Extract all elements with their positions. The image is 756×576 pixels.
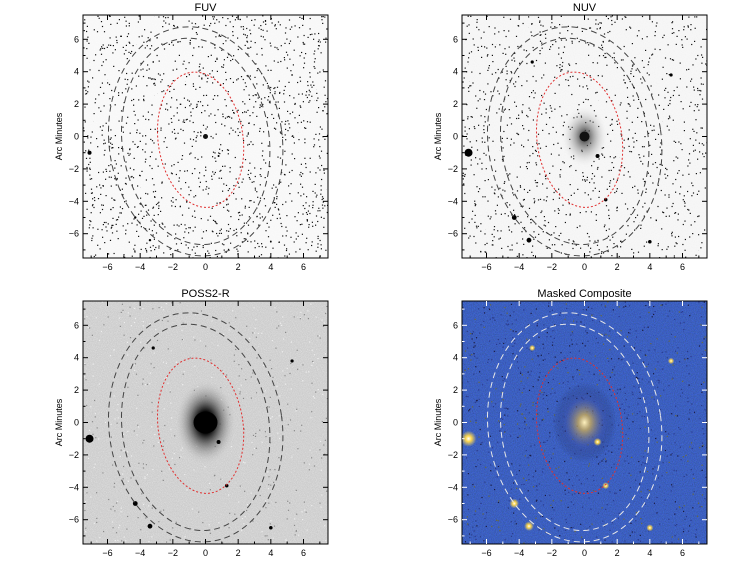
- y-tick-label: 2: [74, 385, 79, 395]
- y-tick-label: 0: [74, 132, 79, 142]
- x-tick-label: 0: [582, 262, 587, 272]
- x-tick-label: 6: [301, 262, 306, 272]
- y-tick-label: 4: [453, 353, 458, 363]
- y-tick-label: 4: [453, 67, 458, 77]
- panel-title-fuv: FUV: [195, 2, 218, 14]
- image-comp: [462, 301, 707, 544]
- y-tick-label: −6: [69, 515, 79, 525]
- panel-title-comp: Masked Composite: [537, 288, 631, 300]
- y-tick-label: 0: [453, 418, 458, 428]
- ellipse-outer1: [120, 323, 271, 532]
- x-tick-label: −4: [135, 548, 145, 558]
- y-tick-label: −2: [69, 450, 79, 460]
- ellipse-inner: [535, 71, 624, 208]
- y-tick-label: 0: [74, 418, 79, 428]
- ellipse-outer1: [499, 323, 650, 532]
- x-tick-label: −6: [481, 262, 491, 272]
- x-tick-label: −4: [135, 262, 145, 272]
- x-tick-label: 6: [680, 262, 685, 272]
- y-tick-label: 6: [74, 34, 79, 44]
- x-tick-label: −4: [514, 262, 524, 272]
- y-tick-label: −2: [448, 164, 458, 174]
- ellipse-inner: [535, 357, 624, 494]
- y-tick-label: 2: [453, 99, 458, 109]
- image-fuv: [83, 15, 328, 258]
- panel-poss: POSS2-R Arc Minutes −6 −4 −2 0 2 4 6 6 4 2 0 −2 −4 −6: [54, 288, 329, 558]
- panel-nuv: NUV Arc Minutes −6 −4 −2 0 2 4 6 6 4 2 0 −2 −4 −6: [433, 2, 708, 272]
- y-tick-label: 2: [74, 99, 79, 109]
- y-tick-label: 6: [74, 320, 79, 330]
- x-tick-label: −6: [102, 548, 112, 558]
- x-tick-label: 4: [647, 548, 652, 558]
- y-tick-label: 6: [453, 34, 458, 44]
- x-tick-label: 6: [680, 548, 685, 558]
- y-tick-label: −6: [448, 229, 458, 239]
- x-tick-label: −4: [514, 548, 524, 558]
- ellipse-outer2: [486, 312, 663, 543]
- y-tick-label: 4: [74, 67, 79, 77]
- y-tick-label: 2: [453, 385, 458, 395]
- x-tick-label: −2: [168, 548, 178, 558]
- x-tick-label: −2: [547, 548, 557, 558]
- x-tick-label: 0: [203, 262, 208, 272]
- y-tick-label: −4: [448, 482, 458, 492]
- y-tick-label: −4: [69, 482, 79, 492]
- y-axis-label-comp: Arc Minutes: [433, 398, 443, 446]
- panel-title-poss: POSS2-R: [181, 288, 229, 300]
- y-tick-label: −2: [448, 450, 458, 460]
- y-tick-label: 6: [453, 320, 458, 330]
- image-poss: [83, 301, 328, 544]
- x-tick-label: 0: [203, 548, 208, 558]
- x-tick-label: −2: [547, 262, 557, 272]
- x-tick-label: 4: [647, 262, 652, 272]
- y-tick-label: −4: [69, 196, 79, 206]
- ellipse-outer2: [107, 26, 284, 257]
- ellipse-inner: [156, 71, 245, 208]
- ellipse-outer2: [486, 26, 663, 257]
- ellipse-outer1: [499, 37, 650, 246]
- y-tick-label: −4: [448, 196, 458, 206]
- x-tick-label: 0: [582, 548, 587, 558]
- y-tick-label: −2: [69, 164, 79, 174]
- x-tick-label: −6: [481, 548, 491, 558]
- ellipse-outer1: [120, 37, 271, 246]
- x-tick-label: 4: [268, 548, 273, 558]
- x-tick-label: 4: [268, 262, 273, 272]
- y-tick-label: −6: [69, 229, 79, 239]
- y-tick-label: 4: [74, 353, 79, 363]
- panel-comp: Masked Composite Arc Minutes −6 −4 −2 0 2 4 6 6 4 2…: [433, 288, 708, 558]
- x-tick-label: 2: [236, 262, 241, 272]
- y-tick-label: −6: [448, 515, 458, 525]
- ellipse-inner: [156, 357, 245, 494]
- x-tick-label: −2: [168, 262, 178, 272]
- y-axis-label-fuv: Arc Minutes: [54, 112, 64, 160]
- y-axis-label-nuv: Arc Minutes: [433, 112, 443, 160]
- panel-title-nuv: NUV: [573, 2, 597, 14]
- panel-fuv: FUV Arc Minutes −6 −4 −2 0 2 4 6 6 4 2 0 −2 −4 −6: [54, 2, 329, 272]
- x-tick-label: 2: [236, 548, 241, 558]
- y-axis-label-poss: Arc Minutes: [54, 398, 64, 446]
- x-tick-label: −6: [102, 262, 112, 272]
- x-tick-label: 6: [301, 548, 306, 558]
- ellipse-outer2: [107, 312, 284, 543]
- x-tick-label: 2: [615, 262, 620, 272]
- x-tick-label: 2: [615, 548, 620, 558]
- y-tick-label: 0: [453, 132, 458, 142]
- image-nuv: [462, 15, 707, 258]
